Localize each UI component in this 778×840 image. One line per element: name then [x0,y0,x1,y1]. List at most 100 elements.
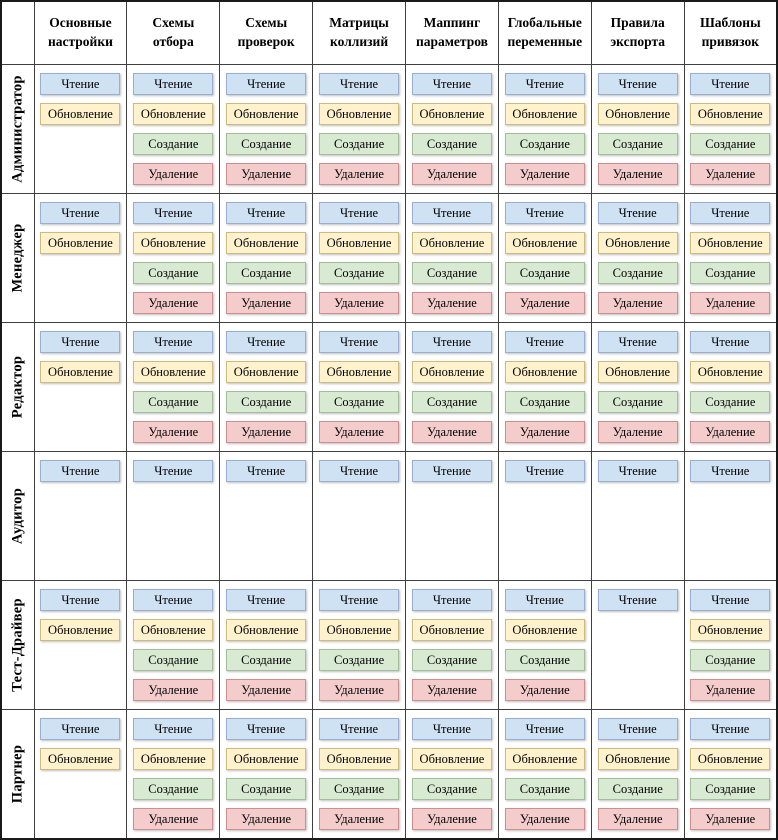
matrix-cell: Чтение [590,580,685,710]
cell-badge-stack: Чтение Обновление Создание Удаление [313,710,405,838]
badge-slot-create [127,520,219,550]
badge-slot-delete: Удаление [592,421,684,451]
badge-slot-read: Чтение [592,331,684,361]
cell-badge-stack: Чтение Обновление Создание Удаление [313,194,405,322]
permission-badge-read: Чтение [690,718,771,740]
matrix-cell: Чтение Обновление Создание Удаление [219,580,314,710]
badge-slot-update: Обновление [35,619,127,649]
permission-badge-create: Создание [504,778,585,800]
badge-slot-create [35,778,127,808]
permission-badge-update: Обновление [504,619,585,641]
badge-slot-update: Обновление [35,103,127,133]
permission-badge-update: Обновление [597,748,678,770]
badge-slot-create: Создание [685,649,776,679]
badge-slot-delete: Удаление [127,421,219,451]
cell-badge-stack: Чтение Обновление Создание Удаление [406,710,498,838]
permission-badge-read: Чтение [597,460,678,482]
permission-badge-update: Обновление [690,748,771,770]
permission-badge-delete: Удаление [319,421,400,443]
cell-badge-stack: Чтение Обновление Создание Удаление [127,65,219,193]
permission-badge-update: Обновление [690,103,771,125]
role-row: Менеджер Чтение Обновление Чтение Обновление… [0,193,778,323]
permission-badge-update: Обновление [504,232,585,254]
badge-slot-create [685,520,776,550]
badge-slot-update: Обновление [220,232,312,262]
matrix-cell: Чтение Обновление Создание Удаление [312,193,406,323]
badge-slot-read: Чтение [406,73,498,103]
permission-badge-read: Чтение [690,460,771,482]
permission-badge-delete: Удаление [319,679,400,701]
badge-slot-create: Создание [127,262,219,292]
permission-badge-read: Чтение [411,718,492,740]
matrix-cell: Чтение Обновление [33,64,128,194]
badge-slot-read: Чтение [406,331,498,361]
permission-badge-create: Создание [226,778,307,800]
cell-badge-stack: Чтение [220,452,312,580]
badge-slot-update: Обновление [685,748,776,778]
permission-badge-update: Обновление [40,103,121,125]
permission-badge-read: Чтение [40,718,121,740]
permission-badge-delete: Удаление [226,808,307,830]
matrix-cell: Чтение Обновление Создание Удаление [312,322,406,452]
matrix-cell: Чтение Обновление Создание Удаление [497,64,592,194]
permission-badge-create: Создание [597,778,678,800]
cell-badge-stack: Чтение Обновление Создание Удаление [499,710,591,838]
badge-slot-delete: Удаление [406,421,498,451]
permission-badge-create: Создание [504,133,585,155]
badge-slot-create: Создание [406,778,498,808]
badge-slot-read: Чтение [127,718,219,748]
cell-badge-stack: Чтение Обновление [35,65,127,193]
badge-slot-delete [685,550,776,580]
permission-badge-create: Создание [597,133,678,155]
badge-slot-delete: Удаление [499,808,591,838]
role-label: Партнер [9,744,26,804]
badge-slot-read: Чтение [313,202,405,232]
permission-badge-delete: Удаление [133,292,214,314]
badge-slot-delete: Удаление [685,808,776,838]
permission-badge-create: Создание [319,133,400,155]
badge-slot-create [35,133,127,163]
permission-badge-delete: Удаление [133,808,214,830]
permission-badge-delete: Удаление [597,163,678,185]
badge-slot-create: Создание [685,262,776,292]
badge-slot-read: Чтение [313,73,405,103]
matrix-cell: Чтение Обновление [33,580,128,710]
permission-badge-read: Чтение [411,460,492,482]
badge-slot-delete: Удаление [685,292,776,322]
permission-badge-update: Обновление [597,361,678,383]
matrix-cell: Чтение Обновление Создание Удаление [497,709,592,840]
permission-badge-create: Создание [597,391,678,413]
badge-slot-delete: Удаление [220,679,312,709]
badge-slot-read: Чтение [127,331,219,361]
badge-slot-create: Создание [313,262,405,292]
permission-badge-create: Создание [504,262,585,284]
permission-badge-read: Чтение [504,589,585,611]
badge-slot-create: Создание [127,778,219,808]
matrix-cell: Чтение [126,451,221,581]
badge-slot-create [220,520,312,550]
badge-slot-update: Обновление [406,232,498,262]
column-header: Схемы отбора [126,0,221,65]
badge-slot-delete: Удаление [313,163,405,193]
permission-badge-read: Чтение [597,202,678,224]
permission-badge-read: Чтение [133,331,214,353]
badge-slot-update: Обновление [592,361,684,391]
role-label: Тест-Драйвер [9,598,26,692]
badge-slot-read: Чтение [35,73,127,103]
permission-badge-read: Чтение [319,331,400,353]
permission-badge-delete: Удаление [226,679,307,701]
permission-badge-read: Чтение [226,589,307,611]
badge-slot-update: Обновление [313,619,405,649]
permission-badge-read: Чтение [504,331,585,353]
permission-badge-update: Обновление [411,748,492,770]
cell-badge-stack: Чтение Обновление Создание Удаление [592,323,684,451]
badge-slot-create: Создание [313,391,405,421]
badge-slot-read: Чтение [499,460,591,490]
permission-badge-read: Чтение [690,589,771,611]
permission-badge-update: Обновление [40,361,121,383]
permission-badge-delete: Удаление [411,163,492,185]
badge-slot-create [592,649,684,679]
badge-slot-delete: Удаление [127,163,219,193]
matrix-body: Администратор Чтение Обновление Чтение Обнов… [0,64,778,840]
cell-badge-stack: Чтение Обновление Создание Удаление [313,65,405,193]
